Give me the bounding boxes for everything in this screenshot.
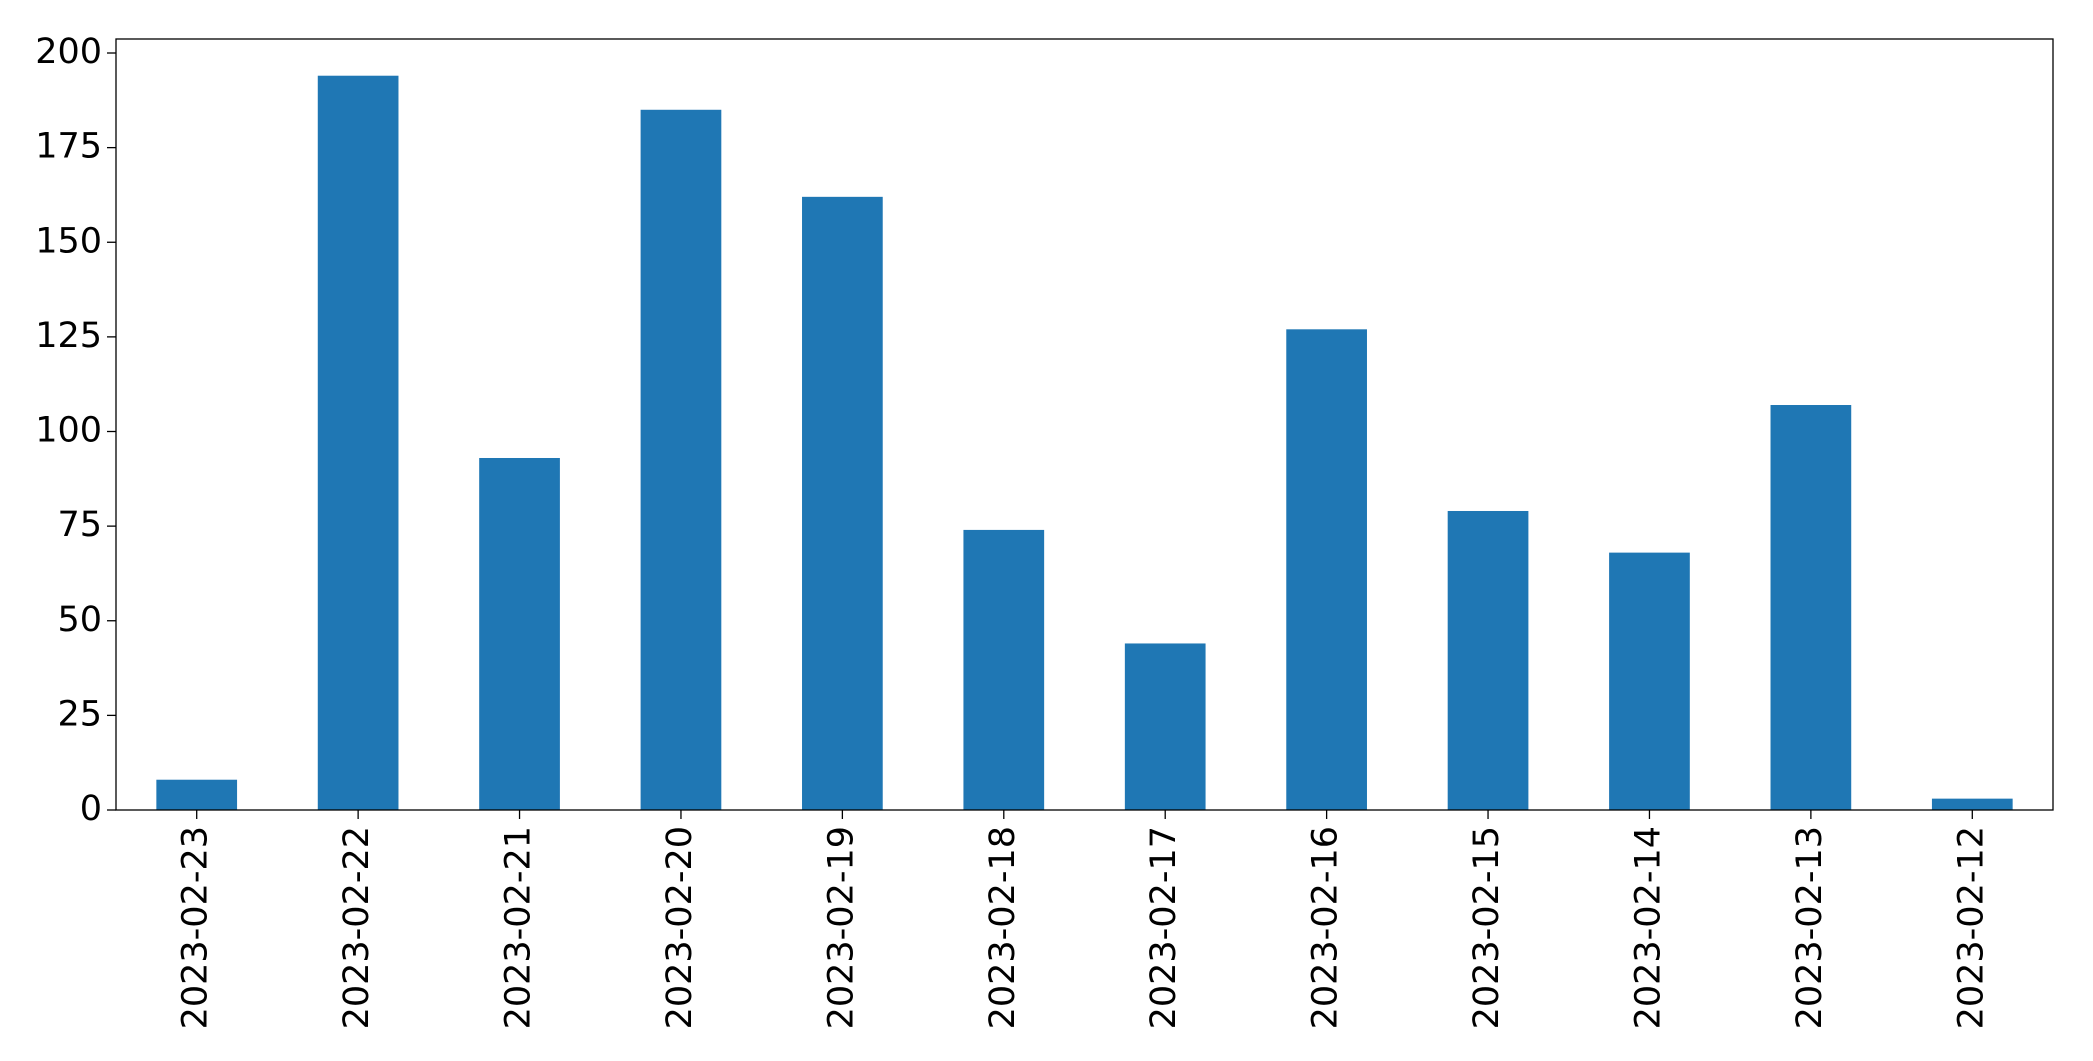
bar [1931,798,2013,810]
x-tick-label: 2023-02-20 [660,826,700,1029]
y-tick-label: 75 [57,505,102,545]
bar [1770,405,1852,810]
x-tick-label: 2023-02-15 [1467,826,1507,1029]
y-tick-label: 150 [35,221,102,261]
y-tick-label: 50 [57,600,102,640]
y-tick-label: 200 [35,32,102,72]
x-tick-label: 2023-02-21 [499,826,539,1029]
x-tick-label: 2023-02-18 [983,826,1023,1029]
bar [1124,643,1206,810]
bar [1609,552,1690,810]
y-tick-label: 125 [35,316,102,356]
x-tick-label: 2023-02-19 [821,826,861,1029]
x-tick-label: 2023-02-22 [337,826,377,1029]
y-tick-label: 100 [35,411,102,451]
plot-frame [115,38,2054,811]
x-tick-label: 2023-02-23 [176,826,216,1029]
bar [1447,510,1529,810]
y-tick-label: 175 [35,127,102,167]
bar [640,109,722,811]
y-tick-label: 25 [57,694,102,734]
bar [1286,329,1367,810]
x-tick-label: 2023-02-17 [1144,826,1184,1029]
bar [479,457,560,810]
x-tick-label: 2023-02-16 [1306,826,1346,1029]
x-tick-label: 2023-02-13 [1790,826,1830,1029]
bar [317,75,399,810]
y-tick-label: 0 [80,789,102,829]
bar [156,779,238,810]
bar [963,529,1045,810]
x-tick-label: 2023-02-14 [1628,826,1668,1029]
x-tick-label: 2023-02-12 [1951,826,1991,1029]
bar [802,196,883,811]
